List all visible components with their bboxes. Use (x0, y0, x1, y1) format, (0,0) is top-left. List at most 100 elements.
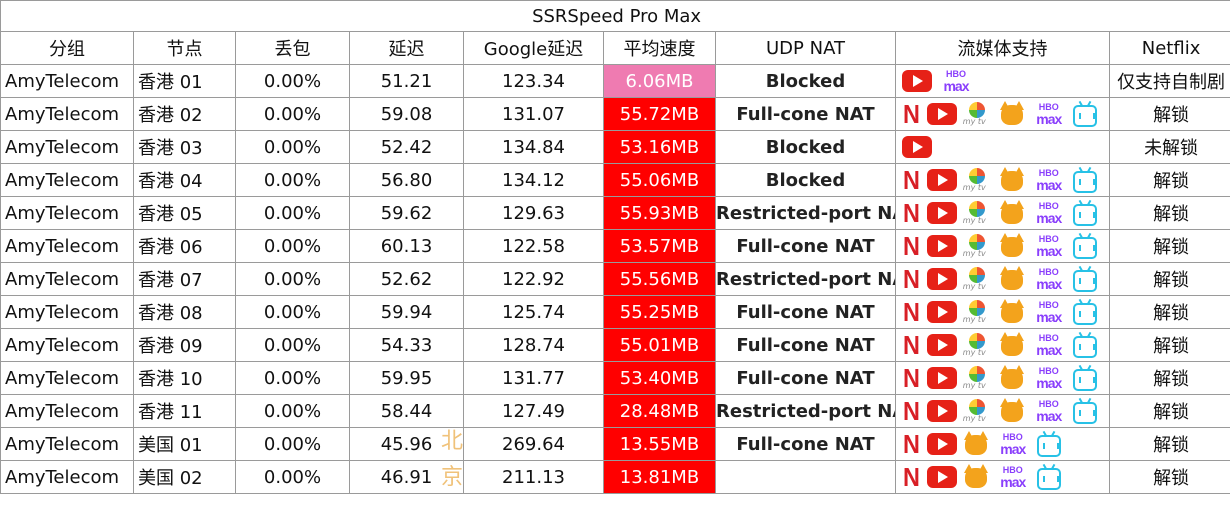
cell-google-latency: 131.07 (463, 97, 604, 131)
cell-latency: 45.96 (349, 427, 464, 461)
cell-loss: 0.00% (235, 328, 350, 362)
cell-google-latency: 127.49 (463, 394, 604, 428)
cell-google-latency: 134.12 (463, 163, 604, 197)
bilibili-icon (1072, 236, 1097, 259)
cell-avg-speed: 55.06MB (603, 163, 716, 197)
cell-latency: 59.95 (349, 361, 464, 395)
cell-google-latency: 129.63 (463, 196, 604, 230)
cell-group: AmyTelecom (0, 394, 134, 428)
tvb-icon: my tv (963, 366, 993, 390)
cell-node: 香港 10 (133, 361, 236, 395)
table-row: AmyTelecom 美国 02 0.00% 46.91 211.13 13.81MB N H… (0, 460, 1230, 494)
netflix-icon: N (902, 231, 920, 261)
watermark-char: 北 (440, 429, 463, 454)
hbomax-icon: HBO max (1000, 464, 1026, 490)
table-row: AmyTelecom 香港 06 0.00% 60.13 122.58 53.57MB Fu… (0, 229, 1230, 263)
table-row: AmyTelecom 香港 05 0.00% 59.62 129.63 55.93MB Re… (0, 196, 1230, 230)
cell-avg-speed: 53.40MB (603, 361, 716, 395)
youtube-icon (926, 169, 957, 191)
netflix-icon: N (902, 363, 920, 393)
cell-latency: 59.62 (349, 196, 464, 230)
netflix-icon: N (902, 462, 920, 492)
cell-loss: 0.00% (235, 64, 350, 98)
cell-udp-nat: Full-cone NAT (715, 427, 896, 461)
table-row: AmyTelecom 香港 04 0.00% 56.80 134.12 55.06MB Bl… (0, 163, 1230, 197)
tvb-icon: my tv (963, 300, 993, 324)
hbomax-icon: HBO max (1036, 167, 1062, 193)
hbomax-icon: HBO max (943, 68, 969, 94)
youtube-icon (926, 400, 957, 422)
cell-avg-speed: 28.48MB (603, 394, 716, 428)
table-row: AmyTelecom 香港 09 0.00% 54.33 128.74 55.01MB Fu… (0, 328, 1230, 362)
cell-udp-nat (715, 460, 896, 494)
cell-loss: 0.00% (235, 295, 350, 329)
cell-group: AmyTelecom (0, 64, 134, 98)
cell-group: AmyTelecom (0, 361, 134, 395)
hbomax-icon: HBO max (1036, 332, 1062, 358)
table-row: AmyTelecom 香港 08 0.00% 59.94 125.74 55.25MB Fu… (0, 295, 1230, 329)
header-streaming: 流媒体支持 (895, 31, 1110, 65)
netflix-icon: N (902, 396, 920, 426)
youtube-icon (926, 202, 957, 224)
youtube-icon (926, 235, 957, 257)
cell-group: AmyTelecom (0, 130, 134, 164)
cell-node: 香港 05 (133, 196, 236, 230)
header-udp-nat: UDP NAT (715, 31, 896, 65)
youtube-icon (926, 466, 957, 488)
table-row: AmyTelecom 香港 03 0.00% 52.42 134.84 53.16MB Bl… (0, 130, 1230, 164)
netflix-icon: N (902, 330, 920, 360)
cell-google-latency: 128.74 (463, 328, 604, 362)
streaming-icons: N HBO max (902, 462, 1109, 493)
tvb-icon: my tv (963, 333, 993, 357)
cell-node: 香港 09 (133, 328, 236, 362)
cell-latency: 60.13 (349, 229, 464, 263)
cell-google-latency: 134.84 (463, 130, 604, 164)
cell-latency: 52.42 (349, 130, 464, 164)
fox-mascot-icon (999, 299, 1025, 325)
youtube-icon (926, 334, 957, 356)
cell-latency: 54.33 (349, 328, 464, 362)
cell-node: 香港 01 (133, 64, 236, 98)
header-netflix: Netflix (1108, 31, 1230, 65)
cell-netflix: 解锁 (1108, 427, 1230, 461)
fox-mascot-icon (999, 332, 1025, 358)
cell-udp-nat: Full-cone NAT (715, 97, 896, 131)
cell-group: AmyTelecom (0, 97, 134, 131)
tvb-icon: my tv (963, 399, 993, 423)
header-avg-speed: 平均速度 (603, 31, 716, 65)
cell-loss: 0.00% (235, 394, 350, 428)
cell-node: 香港 07 (133, 262, 236, 296)
cell-streaming (895, 130, 1110, 164)
table-row: AmyTelecom 香港 02 0.00% 59.08 131.07 55.72MB Fu… (0, 97, 1230, 131)
cell-loss: 0.00% (235, 229, 350, 263)
cell-latency: 58.44 (349, 394, 464, 428)
netflix-icon: N (902, 264, 920, 294)
cell-netflix: 仅支持自制剧 (1108, 64, 1230, 98)
fox-mascot-icon (963, 431, 989, 457)
header-node: 节点 (133, 31, 236, 65)
cell-loss: 0.00% (235, 361, 350, 395)
cell-netflix: 未解锁 (1108, 130, 1230, 164)
youtube-icon (926, 103, 957, 125)
tvb-icon: my tv (963, 201, 993, 225)
fox-mascot-icon (999, 398, 1025, 424)
streaming-icons (902, 132, 1109, 163)
hbomax-icon: HBO max (1036, 266, 1062, 292)
watermark: 北 京 (440, 424, 464, 496)
cell-udp-nat: Full-cone NAT (715, 328, 896, 362)
cell-node: 美国 02 (133, 460, 236, 494)
cell-netflix: 解锁 (1108, 394, 1230, 428)
fox-mascot-icon (999, 167, 1025, 193)
cell-group: AmyTelecom (0, 427, 134, 461)
tvb-icon: my tv (963, 234, 993, 258)
cell-netflix: 解锁 (1108, 361, 1230, 395)
